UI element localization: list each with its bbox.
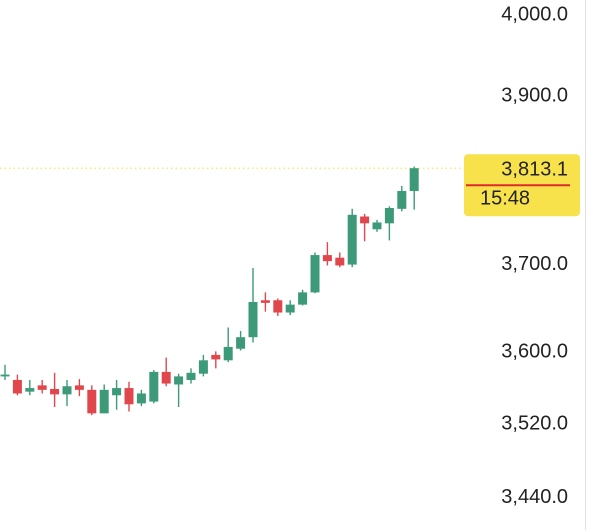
- candle-body: [161, 371, 171, 384]
- candle-body: [12, 379, 22, 394]
- y-tick-label: 4,000.0: [501, 3, 568, 25]
- candle-body: [248, 302, 258, 338]
- y-tick-label: 3,520.0: [501, 413, 568, 435]
- candle-body: [335, 257, 345, 266]
- candle-body: [384, 207, 394, 224]
- candle-body: [87, 389, 97, 414]
- candle-body: [37, 385, 47, 390]
- candle-body: [273, 300, 283, 313]
- candle-body: [198, 360, 208, 374]
- candle-body: [298, 292, 308, 305]
- candle-body: [211, 354, 221, 360]
- candle-body: [124, 388, 134, 405]
- y-tick-label: 3,440.0: [501, 486, 568, 508]
- candle-body: [62, 386, 72, 395]
- countdown: 15:48: [480, 187, 530, 209]
- candle-body: [223, 346, 233, 361]
- candle-body: [310, 255, 320, 293]
- candle-body: [260, 300, 270, 303]
- candle-body: [360, 216, 370, 224]
- candle-body: [149, 371, 159, 402]
- y-tick-label: 3,700.0: [501, 253, 568, 275]
- candle-body: [136, 393, 146, 404]
- candle-body: [50, 388, 60, 395]
- y-tick-label: 3,900.0: [501, 84, 568, 106]
- y-tick-label: 3,600.0: [501, 341, 568, 363]
- candle-body: [372, 222, 382, 230]
- candle-body: [0, 374, 10, 377]
- candle-body: [397, 191, 407, 209]
- candle-body: [236, 337, 246, 349]
- candle-body: [112, 388, 122, 396]
- candle-body: [347, 214, 357, 265]
- candle-body: [285, 304, 295, 313]
- candle-body: [174, 376, 184, 385]
- last-price-label: 3,813.1: [501, 158, 568, 180]
- candle-body: [322, 255, 332, 262]
- candle-body: [25, 388, 35, 392]
- candle-body: [186, 372, 196, 380]
- candle-body: [99, 389, 109, 414]
- candle-body: [74, 385, 84, 390]
- candle-body: [409, 168, 419, 192]
